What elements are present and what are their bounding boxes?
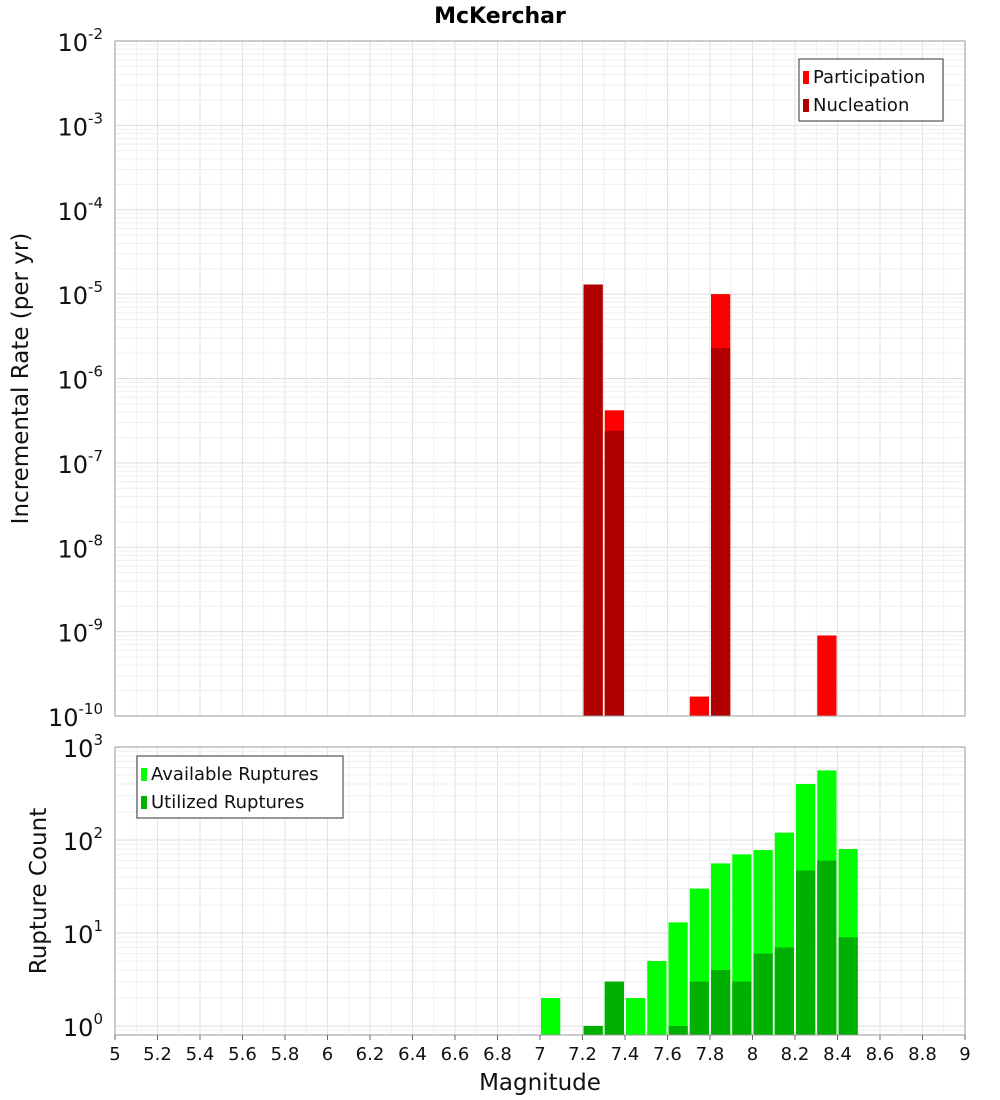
legend-box	[798, 58, 944, 122]
x-tick-label: 8.2	[781, 1044, 810, 1065]
x-tick-label: 7	[534, 1044, 545, 1065]
magnitude-x-ticks: 5 5.2 5.4 5.6 5.8 6 6.2 6.4 6.6 6.8 7 7.2 7.4 7.6 7.8 8…	[109, 1035, 971, 1065]
rupture-bars	[541, 770, 858, 1035]
y-tick-label: 10-9	[57, 616, 103, 648]
bar-nucleation	[711, 347, 731, 716]
y-tick-label: 103	[63, 731, 103, 763]
bar-utilized-ruptures	[753, 953, 773, 1035]
chart-title: McKerchar	[434, 4, 566, 29]
bar-utilized-ruptures	[774, 947, 794, 1035]
rate-y-axis-label: Incremental Rate (per yr)	[8, 233, 34, 525]
bar-nucleation	[604, 430, 624, 716]
y-tick-label: 10-7	[57, 447, 103, 479]
x-tick-label: 5.4	[186, 1044, 215, 1065]
y-tick-label: 10-2	[57, 25, 103, 57]
rate-legend: Participation Nucleation	[798, 58, 944, 122]
rupture-y-ticks: 100 101 102 103	[63, 731, 103, 1042]
rupture-y-axis-label: Rupture Count	[26, 808, 52, 974]
y-tick-label: 100	[63, 1010, 103, 1042]
y-tick-label: 10-5	[57, 278, 103, 310]
y-tick-label: 101	[63, 917, 103, 949]
x-tick-label: 9	[959, 1044, 970, 1065]
bar-participation	[689, 696, 709, 716]
x-tick-label: 5.6	[228, 1044, 257, 1065]
y-tick-label: 10-10	[48, 700, 103, 732]
legend-entry-label: Nucleation	[813, 95, 909, 116]
x-tick-label: 7.2	[568, 1044, 597, 1065]
bar-utilized-ruptures	[817, 860, 837, 1035]
x-tick-label: 7.6	[653, 1044, 682, 1065]
x-tick-label: 5.8	[271, 1044, 300, 1065]
bar-utilized-ruptures	[732, 981, 752, 1035]
bar-utilized-ruptures	[583, 1025, 603, 1035]
rupture-legend: Available Ruptures Utilized Ruptures	[136, 755, 344, 819]
y-tick-label: 10-8	[57, 531, 103, 563]
y-tick-label: 102	[63, 824, 103, 856]
y-tick-label: 10-4	[57, 194, 103, 226]
bar-utilized-ruptures	[668, 1025, 688, 1035]
x-tick-label: 6.2	[356, 1044, 385, 1065]
x-tick-label: 6.6	[441, 1044, 470, 1065]
legend-entry-label: Utilized Ruptures	[151, 792, 304, 813]
rate-grid	[114, 40, 966, 717]
x-tick-label: 8.8	[908, 1044, 937, 1065]
x-tick-label: 5	[109, 1044, 120, 1065]
y-tick-label: 10-3	[57, 109, 103, 141]
legend-swatch	[141, 796, 147, 809]
bar-available-ruptures	[647, 960, 667, 1035]
bar-nucleation	[583, 284, 603, 716]
bar-participation	[817, 635, 837, 716]
bar-utilized-ruptures	[796, 870, 816, 1035]
legend-entry-label: Available Ruptures	[151, 764, 319, 785]
rate-bars	[583, 284, 837, 716]
bar-utilized-ruptures	[838, 937, 858, 1035]
bar-available-ruptures	[626, 997, 646, 1035]
x-tick-label: 8	[747, 1044, 758, 1065]
bar-available-ruptures	[668, 922, 688, 1035]
bar-available-ruptures	[541, 997, 561, 1035]
rate-plot-frame	[114, 40, 966, 717]
x-tick-label: 8.4	[823, 1044, 852, 1065]
legend-swatch	[803, 71, 809, 84]
legend-box	[136, 755, 344, 819]
bar-utilized-ruptures	[604, 981, 624, 1035]
x-tick-label: 8.6	[866, 1044, 895, 1065]
y-tick-label: 10-6	[57, 363, 103, 395]
x-tick-label: 7.4	[611, 1044, 640, 1065]
x-tick-label: 5.2	[143, 1044, 172, 1065]
legend-swatch	[803, 99, 809, 112]
legend-entry-label: Participation	[813, 67, 925, 88]
x-tick-label: 6.4	[398, 1044, 427, 1065]
rate-y-ticks: 10-10 10-9 10-8 10-7 10-6 10-5 10-4 10-3 10-2	[48, 25, 103, 732]
x-tick-label: 6	[322, 1044, 333, 1065]
legend-swatch	[141, 768, 147, 781]
bar-utilized-ruptures	[711, 969, 731, 1035]
x-axis-label: Magnitude	[479, 1070, 601, 1096]
bar-utilized-ruptures	[689, 981, 709, 1035]
rate-panel: 10-10 10-9 10-8 10-7 10-6 10-5 10-4 10-3 10-2 In…	[8, 25, 966, 732]
x-tick-label: 6.8	[483, 1044, 512, 1065]
x-tick-label: 7.8	[696, 1044, 725, 1065]
rupture-count-panel: 100 101 102 103 5 5.2 5.4 5.6 5.8 6 6.2 6.4 6.6 6.8 7…	[26, 731, 971, 1096]
